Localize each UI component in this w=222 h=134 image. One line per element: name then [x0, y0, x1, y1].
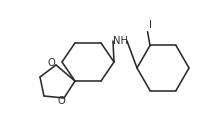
Text: NH: NH — [113, 36, 127, 46]
Text: O: O — [57, 96, 65, 106]
Text: I: I — [149, 20, 152, 30]
Text: O: O — [47, 58, 55, 68]
